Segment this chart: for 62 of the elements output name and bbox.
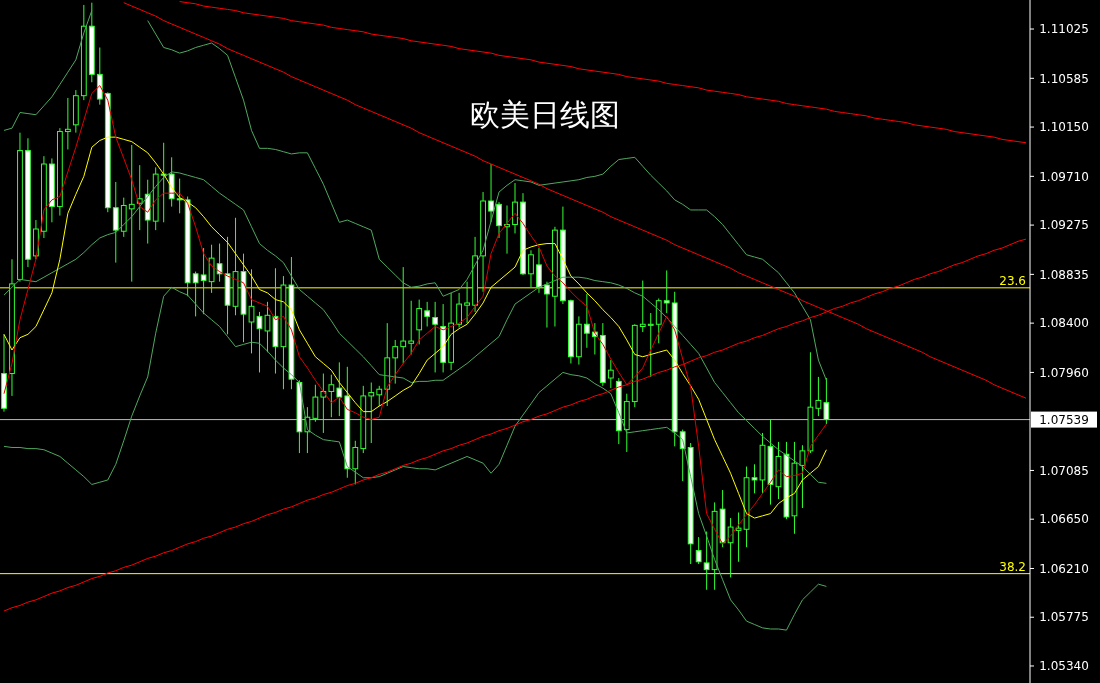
y-tick-label: 1.07085 xyxy=(1039,463,1089,478)
candlestick xyxy=(320,373,327,434)
ref-line-label: 1.07539 xyxy=(1039,412,1089,427)
candlestick xyxy=(528,249,534,288)
y-tick-label: 1.05775 xyxy=(1039,610,1089,625)
candlestick xyxy=(735,511,742,563)
text: 欧美日线图 xyxy=(470,97,620,132)
line-series xyxy=(3,286,827,631)
candlestick xyxy=(336,361,343,417)
candlestick xyxy=(176,178,183,214)
candlestick xyxy=(368,382,375,444)
y-tick-label: 1.09275 xyxy=(1039,218,1089,233)
candlestick xyxy=(663,269,670,314)
candlestick xyxy=(639,280,646,333)
candlestick xyxy=(112,181,119,264)
candlestick xyxy=(64,97,71,150)
candlestick xyxy=(607,359,614,389)
candlestick xyxy=(695,536,702,565)
candlestick xyxy=(496,201,502,239)
candlestick xyxy=(456,292,462,329)
y-tick-label: 1.10585 xyxy=(1039,71,1089,86)
y-tick-label: 1.08835 xyxy=(1039,267,1089,282)
annotation: 23.6 xyxy=(999,273,1026,288)
y-tick-label: 1.06650 xyxy=(1039,512,1089,527)
line-series xyxy=(3,85,827,545)
y-tick-label: 1.05340 xyxy=(1039,659,1089,674)
candlestick xyxy=(432,301,439,373)
candlestick xyxy=(647,312,654,378)
candlestick xyxy=(488,163,494,223)
line-series xyxy=(179,1,1027,144)
y-tick-label: 1.08400 xyxy=(1039,316,1089,331)
candlestick xyxy=(376,385,383,407)
y-tick-label: 1.07960 xyxy=(1039,365,1089,380)
annotation: 38.2 xyxy=(999,559,1026,574)
candlestick xyxy=(392,339,399,385)
candlestick xyxy=(655,297,662,344)
candlestick xyxy=(192,271,199,317)
candlestick xyxy=(703,531,710,591)
candlestick xyxy=(424,301,431,327)
y-tick-label: 1.10150 xyxy=(1039,120,1089,135)
candlestick xyxy=(464,281,470,324)
candlestick xyxy=(352,440,359,485)
y-tick-label: 1.09710 xyxy=(1039,169,1089,184)
candlestick xyxy=(823,377,830,425)
candlestick xyxy=(312,384,319,423)
candlestick xyxy=(512,182,518,234)
candlestick xyxy=(128,144,135,283)
candlestick xyxy=(815,376,822,417)
candlestick xyxy=(416,299,423,345)
candlestick xyxy=(544,281,550,329)
candlestick xyxy=(200,247,207,315)
line-series xyxy=(3,171,827,484)
y-tick-label: 1.11025 xyxy=(1039,22,1089,37)
candlestick xyxy=(400,266,407,364)
candlestick xyxy=(727,517,734,578)
candlestick xyxy=(408,300,415,355)
candlestick xyxy=(536,247,542,294)
candlestick xyxy=(328,374,335,418)
candlestick xyxy=(160,142,167,223)
y-tick-label: 1.06210 xyxy=(1039,561,1089,576)
candlestick xyxy=(583,293,590,349)
candlestick xyxy=(208,244,215,294)
